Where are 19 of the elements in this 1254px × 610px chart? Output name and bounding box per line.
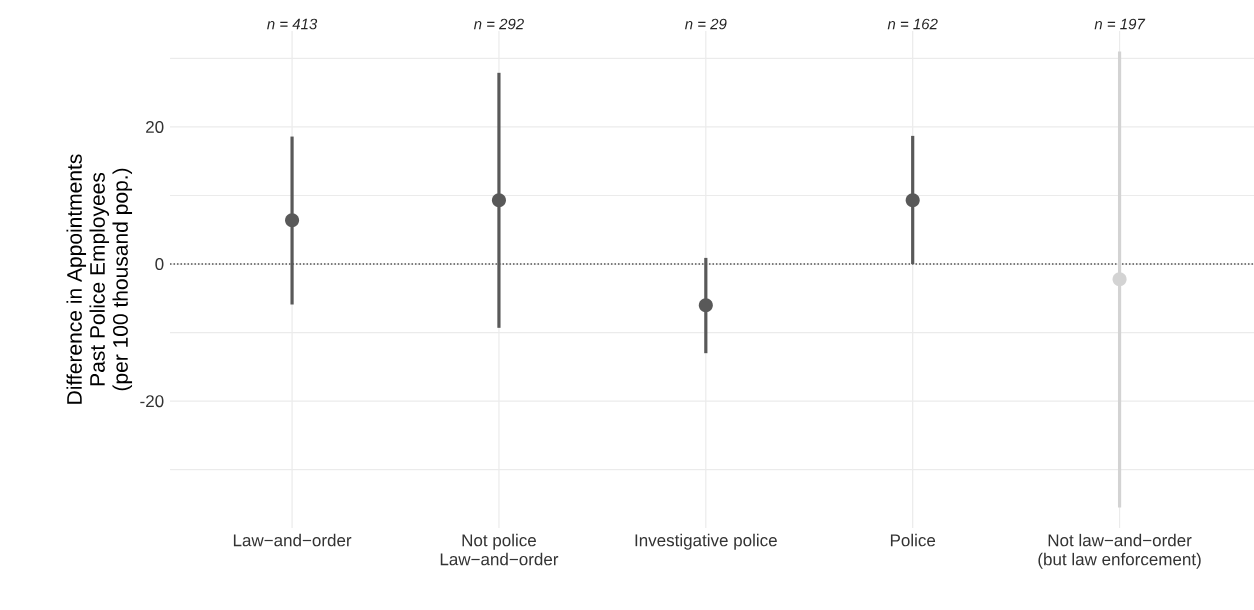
text: n = 292 (473, 18, 524, 30)
x-tick-label: Not police Law−and−order (440, 533, 559, 566)
x-tick-label: Law−and−order (233, 533, 352, 547)
text: n = 413 (267, 18, 318, 30)
x-tick-label: Police (890, 533, 936, 547)
text: n = 162 (887, 18, 938, 30)
text: n = 29 (685, 18, 727, 30)
point (1112, 272, 1127, 287)
point (698, 298, 713, 313)
y-tick-label: 0 (155, 258, 164, 271)
point (285, 213, 300, 228)
y-axis-title: Difference in Appointments Past Police Employees (per 100 thousand pop.) (66, 154, 133, 404)
x-tick-label: Not law−and−order (but law enforcement) (1038, 533, 1201, 569)
x-tick-label: Investigative police (635, 533, 777, 550)
text: n = 197 (1094, 18, 1146, 30)
point (905, 193, 920, 208)
y-tick-label: 20 (146, 120, 164, 133)
y-tick-label: -20 (140, 395, 164, 408)
point (491, 193, 506, 208)
